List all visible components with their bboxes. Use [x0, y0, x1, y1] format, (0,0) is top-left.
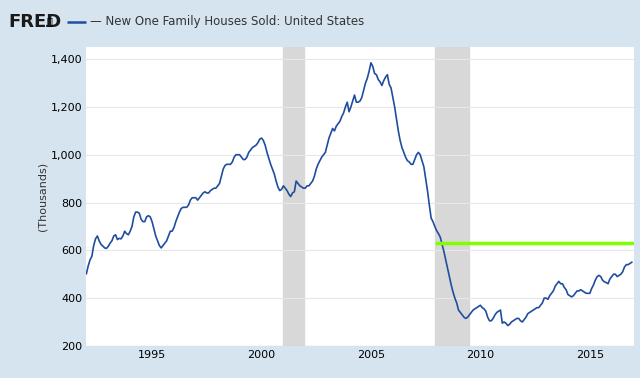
Bar: [435, 47, 469, 346]
Text: 📈: 📈: [47, 16, 52, 26]
Text: — New One Family Houses Sold: United States: — New One Family Houses Sold: United Sta…: [90, 15, 364, 28]
Text: .: .: [44, 12, 50, 31]
Bar: [284, 47, 303, 346]
Y-axis label: (Thousands): (Thousands): [38, 162, 48, 231]
Text: FRED: FRED: [8, 13, 61, 31]
